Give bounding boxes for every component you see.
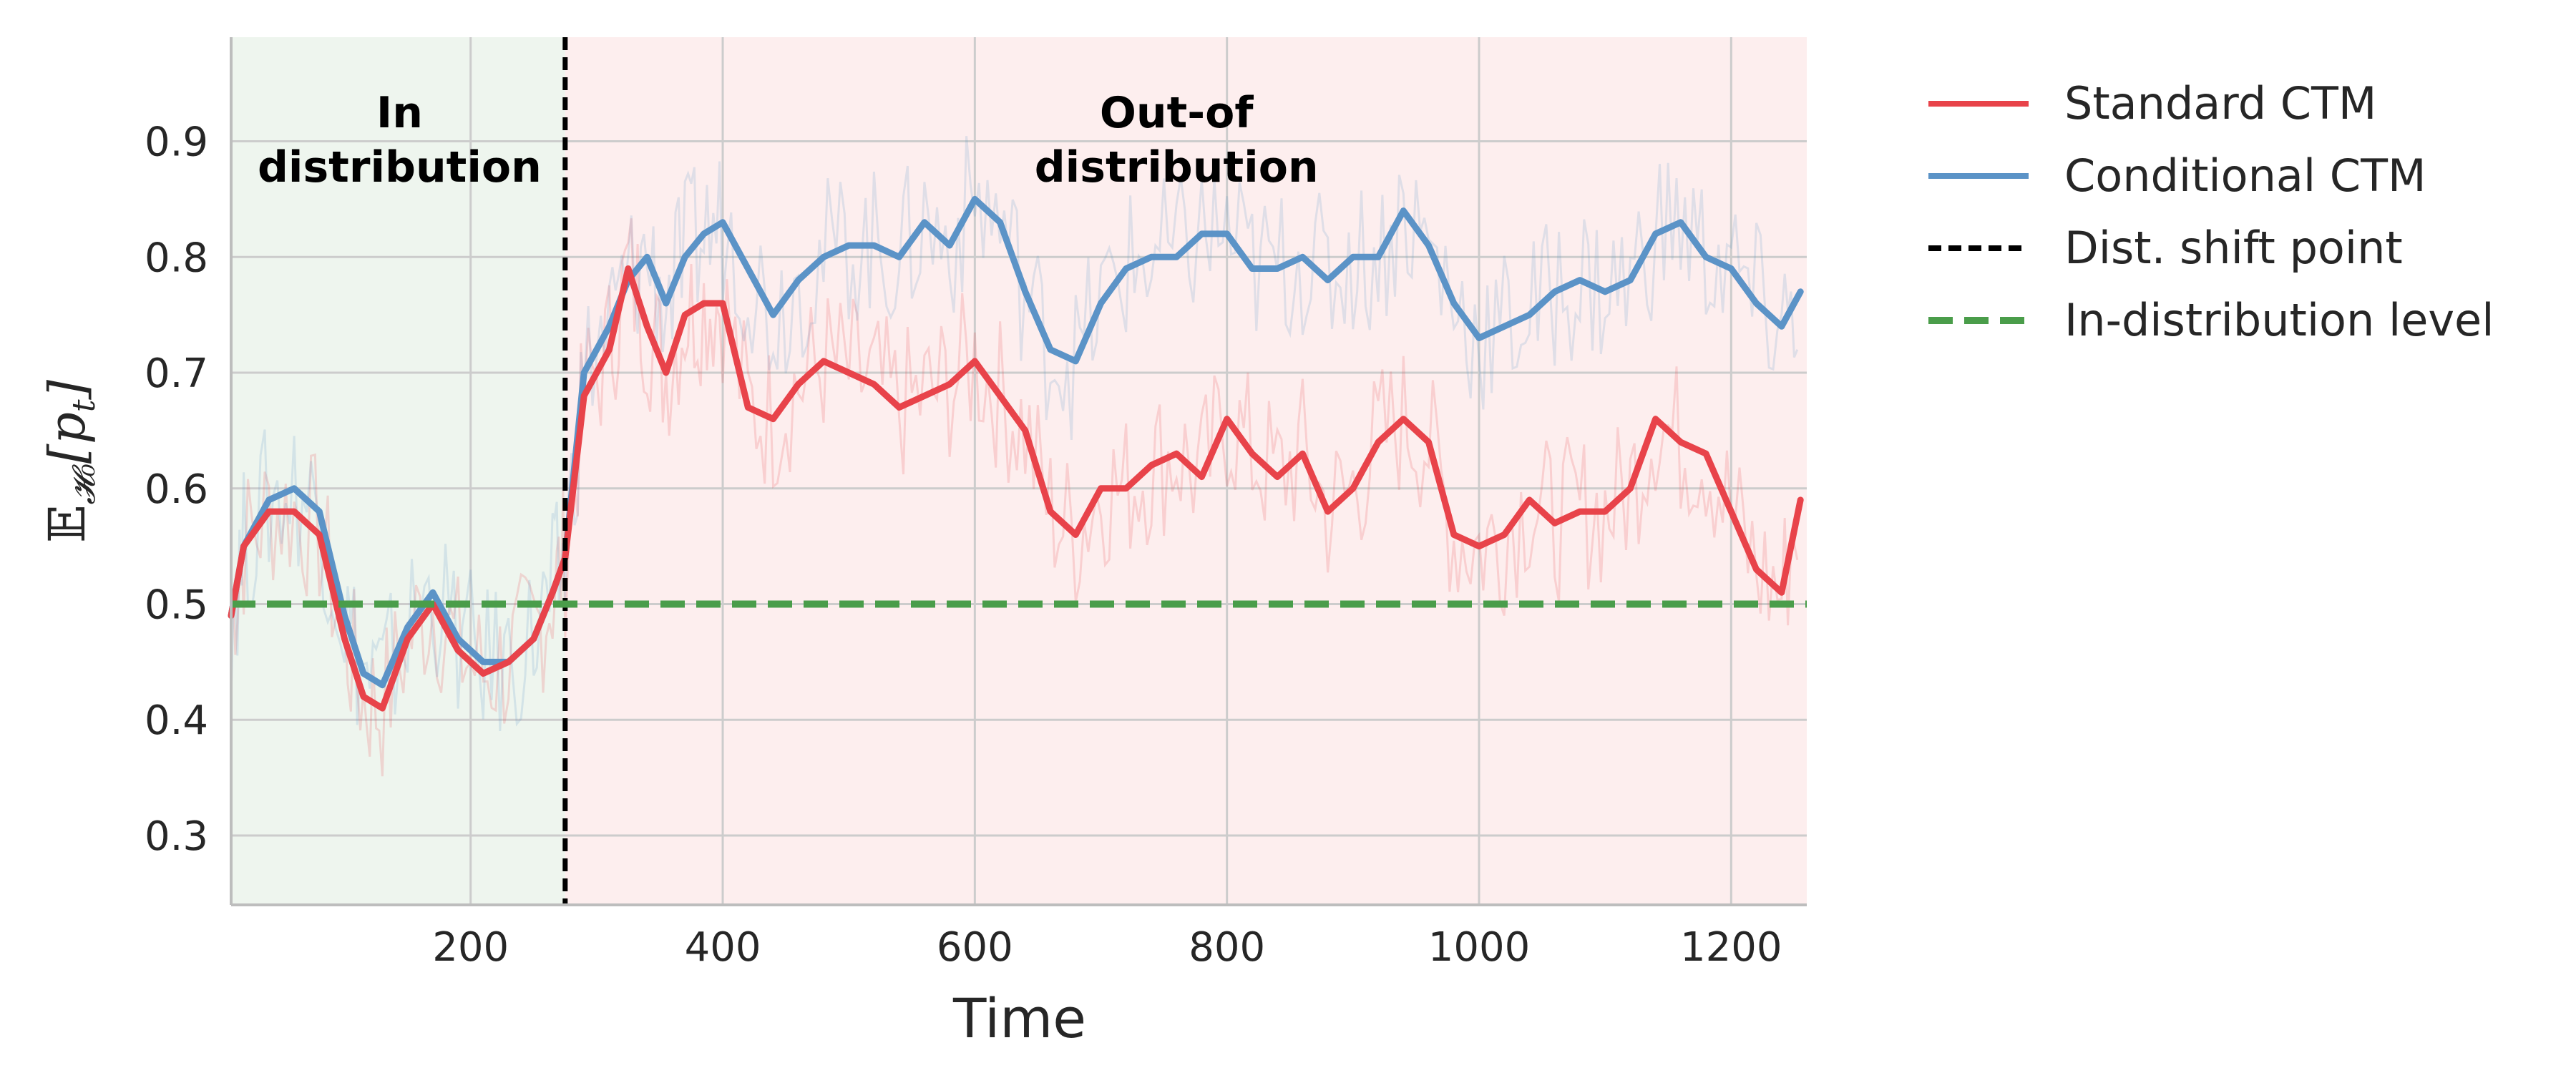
legend-label: In-distribution level bbox=[2064, 294, 2494, 346]
y-axis-title-close: ] bbox=[38, 379, 97, 400]
legend-label: Dist. shift point bbox=[2064, 222, 2403, 274]
region-label-in-line1: In bbox=[376, 88, 423, 138]
y-tick-label: 0.6 bbox=[145, 466, 208, 513]
series-line-conditional-ctm bbox=[228, 195, 1804, 689]
x-tick-label: 800 bbox=[1189, 924, 1265, 971]
legend-item: Conditional CTM bbox=[1928, 150, 2426, 202]
region-label-out-line1: Out-of bbox=[1100, 88, 1254, 138]
y-axis-title: 𝔼𝓗₀[pt] bbox=[38, 379, 102, 543]
data-series bbox=[228, 195, 1804, 712]
x-axis-title: Time bbox=[952, 986, 1086, 1050]
y-tick-label: 0.7 bbox=[145, 351, 208, 397]
reference-lines bbox=[231, 37, 1807, 905]
legend-item: In-distribution level bbox=[1928, 294, 2494, 346]
legend: Standard CTM Conditional CTM Dist. shift p… bbox=[1928, 77, 2494, 346]
legend-item: Dist. shift point bbox=[1928, 222, 2403, 274]
y-axis-title-sub2: t bbox=[66, 399, 102, 412]
y-axis-title-main: [p bbox=[38, 412, 97, 464]
grid bbox=[231, 37, 1807, 905]
legend-label: Conditional CTM bbox=[2064, 150, 2426, 202]
region-label-in-line2: distribution bbox=[258, 142, 542, 192]
region-band-1 bbox=[565, 37, 1807, 905]
y-tick-label: 0.4 bbox=[145, 697, 208, 744]
x-tick-label: 200 bbox=[432, 924, 509, 971]
x-tick-labels: 200 400 600 800 1000 1200 bbox=[432, 924, 1782, 971]
region-label-out-line2: distribution bbox=[1035, 142, 1319, 192]
x-tick-label: 400 bbox=[685, 924, 761, 971]
x-tick-label: 1000 bbox=[1428, 924, 1531, 971]
region-label-in: In distribution bbox=[258, 88, 542, 192]
series-line-standard-ctm bbox=[228, 265, 1804, 712]
y-tick-label: 0.3 bbox=[145, 813, 208, 860]
y-axis-title-e: 𝔼 bbox=[38, 505, 97, 543]
legend-item: Standard CTM bbox=[1928, 77, 2376, 129]
y-tick-labels: 0.3 0.4 0.5 0.6 0.7 0.8 0.9 bbox=[145, 119, 208, 860]
region-label-out: Out-of distribution bbox=[1035, 88, 1319, 192]
axes bbox=[230, 37, 1807, 906]
x-tick-label: 600 bbox=[937, 924, 1013, 971]
legend-label: Standard CTM bbox=[2064, 77, 2376, 129]
y-tick-label: 0.9 bbox=[145, 119, 208, 166]
x-tick-label: 1200 bbox=[1680, 924, 1782, 971]
background-regions bbox=[231, 37, 1807, 905]
region-band-0 bbox=[231, 37, 565, 905]
y-axis-title-sub: 𝓗₀ bbox=[66, 464, 102, 505]
y-tick-label: 0.8 bbox=[145, 235, 208, 281]
y-tick-label: 0.5 bbox=[145, 582, 208, 628]
